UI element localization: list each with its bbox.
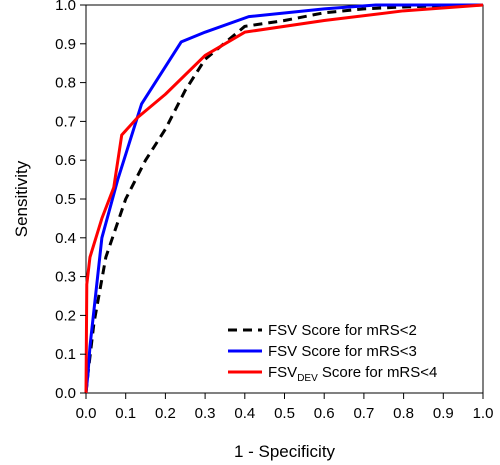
y-tick-label: 1.0 (55, 0, 76, 14)
y-tick-label: 0.3 (55, 269, 76, 286)
y-tick-label: 0.4 (55, 230, 76, 247)
x-tick-label: 0.6 (314, 405, 335, 422)
legend-label-1: FSV Score for mRS<2 (268, 322, 417, 339)
y-tick-label: 0.6 (55, 152, 76, 169)
x-tick-label: 0.0 (76, 405, 97, 422)
x-axis-title: 1 - Specificity (234, 442, 336, 461)
legend-label-2: FSV Score for mRS<3 (268, 343, 417, 360)
x-tick-label: 0.5 (274, 405, 295, 422)
y-tick-label: 0.8 (55, 75, 76, 92)
x-tick-label: 0.3 (195, 405, 216, 422)
x-tick-label: 1.0 (473, 405, 494, 422)
y-axis-title: Sensitivity (12, 160, 31, 237)
series-layer (84, 3, 484, 394)
y-tick-label: 0.0 (55, 385, 76, 402)
x-tick-label: 0.7 (353, 405, 374, 422)
x-tick-label: 0.9 (433, 405, 454, 422)
legend-label-3: FSVDEV Score for mRS<4 (268, 364, 437, 384)
y-tick-label: 0.9 (55, 36, 76, 53)
plot-area (85, 4, 484, 394)
y-tick-label: 0.1 (55, 346, 76, 363)
ticks-layer: 0.0 0.1 0.2 0.3 0.4 0.5 0.6 0.7 0.8 0.9 1.0 0.0 0.1 0… (55, 0, 493, 422)
y-tick-label: 0.5 (55, 191, 76, 208)
y-tick-label: 0.7 (55, 113, 76, 130)
series-line-3 (84, 3, 484, 394)
x-tick-label: 0.1 (115, 405, 136, 422)
series-line-2 (84, 3, 483, 394)
y-tick-label: 0.2 (55, 307, 76, 324)
x-tick-label: 0.2 (155, 405, 176, 422)
legend: FSV Score for mRS<2 FSV Score for mRS<3 FS… (228, 322, 437, 384)
x-tick-label: 0.4 (234, 405, 255, 422)
x-tick-label: 0.8 (393, 405, 414, 422)
